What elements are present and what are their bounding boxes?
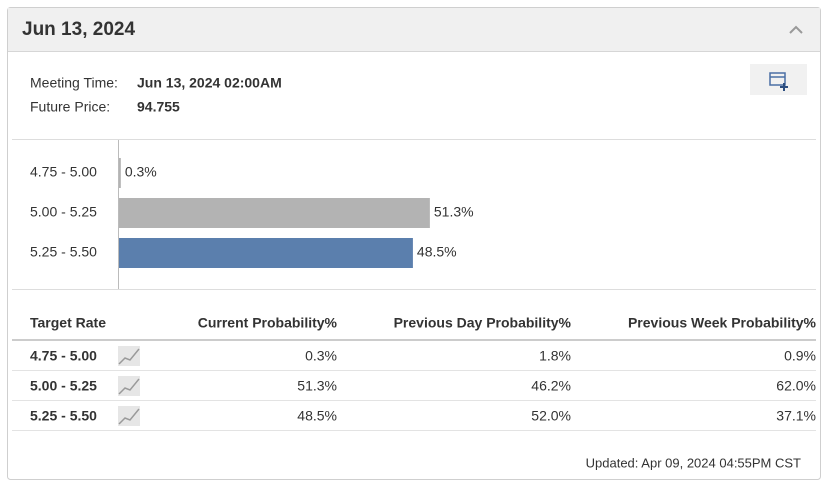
category-label: 4.75 - 5.00 — [30, 164, 97, 180]
sparkline-icon-bg[interactable] — [118, 376, 140, 396]
value-label: 48.5% — [417, 244, 457, 260]
updated-text: Updated: Apr 09, 2024 04:55PM CST — [586, 455, 801, 470]
sparkline-icon[interactable] — [118, 408, 140, 425]
table-cell: 5.25 - 5.50 — [30, 408, 97, 424]
table-cell: 1.8% — [539, 348, 571, 364]
table-cell: 48.5% — [297, 408, 337, 424]
bar — [119, 198, 430, 228]
sparkline-icon[interactable] — [118, 378, 140, 395]
table-cell: 5.00 - 5.25 — [30, 378, 97, 394]
plus-icon — [780, 83, 788, 91]
table-header: Previous Week Probability% — [628, 315, 817, 331]
icon-button-bg[interactable] — [750, 64, 807, 95]
table-cell: 46.2% — [531, 378, 571, 394]
info-value: 94.755 — [137, 99, 180, 115]
table-header: Current Probability% — [198, 315, 338, 331]
table-cell: 37.1% — [776, 408, 816, 424]
sparkline-icon[interactable] — [118, 348, 140, 365]
card — [7, 7, 821, 480]
value-label: 51.3% — [434, 204, 474, 220]
table-cell: 52.0% — [531, 408, 571, 424]
category-label: 5.25 - 5.50 — [30, 244, 97, 260]
sparkline-icon-bg[interactable] — [118, 406, 140, 426]
table-cell: 0.9% — [784, 348, 816, 364]
table-cell: 0.3% — [305, 348, 337, 364]
card-header[interactable] — [8, 8, 820, 51]
value-label: 0.3% — [125, 164, 157, 180]
card-title: Jun 13, 2024 — [22, 19, 135, 40]
table-header: Target Rate — [30, 315, 106, 331]
category-label: 5.00 - 5.25 — [30, 204, 97, 220]
table-header: Previous Day Probability% — [394, 315, 572, 331]
table-cell: 62.0% — [776, 378, 816, 394]
sparkline-icon-bg[interactable] — [118, 346, 140, 366]
table-cell: 4.75 - 5.00 — [30, 348, 97, 364]
info-label: Meeting Time: — [30, 75, 118, 91]
info-label: Future Price: — [30, 99, 110, 115]
table-icon — [769, 72, 786, 86]
table-cell: 51.3% — [297, 378, 337, 394]
bar — [119, 238, 413, 268]
info-value: Jun 13, 2024 02:00AM — [137, 75, 282, 91]
table-icon-button[interactable] — [750, 64, 807, 95]
collapse-icon[interactable] — [789, 25, 803, 34]
bar — [119, 158, 121, 188]
